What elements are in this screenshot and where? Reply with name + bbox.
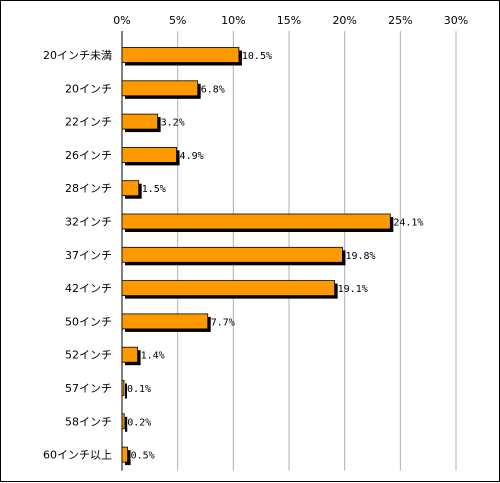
category-label: 58インチ — [65, 415, 112, 428]
data-label: 19.1% — [338, 284, 368, 295]
category-label: 52インチ — [65, 349, 112, 362]
data-label: 19.8% — [345, 251, 375, 262]
bars — [121, 47, 394, 466]
category-label: 20インチ未満 — [43, 49, 112, 62]
data-label: 7.7% — [211, 317, 235, 328]
bar — [121, 213, 391, 230]
x-axis-ticks: 0% 5% 10% 15% 20% 25% 30% — [113, 14, 468, 27]
bar — [121, 413, 125, 430]
data-label: 6.8% — [201, 84, 225, 95]
x-tick-label: 25% — [388, 14, 412, 27]
category-label: 32インチ — [65, 216, 112, 229]
bar — [121, 246, 343, 263]
data-label: 1.4% — [141, 351, 165, 362]
bar — [121, 80, 199, 97]
data-label: 4.9% — [180, 151, 204, 162]
bar — [121, 280, 336, 297]
x-tick-label: 10% — [221, 14, 245, 27]
category-label: 37インチ — [65, 249, 112, 262]
bar-shadow — [125, 383, 127, 399]
category-label: 42インチ — [65, 282, 112, 295]
bar — [121, 313, 209, 330]
bar — [121, 113, 159, 130]
category-label: 26インチ — [65, 149, 112, 162]
data-label: 3.2% — [161, 118, 185, 129]
data-label: 0.1% — [127, 384, 151, 395]
category-labels: 20インチ未満 20インチ 22インチ 26インチ 28インチ 32インチ 37インチ 42イ… — [43, 49, 112, 462]
x-tick-label: 0% — [113, 14, 130, 27]
category-label: 60インチ以上 — [43, 449, 112, 462]
x-tick-label: 30% — [444, 14, 468, 27]
x-tick-label: 20% — [332, 14, 356, 27]
bar-shadow — [125, 416, 128, 432]
x-tick-label: 5% — [169, 14, 186, 27]
bar — [121, 346, 138, 363]
data-label: 10.5% — [242, 51, 272, 62]
data-label: 0.2% — [127, 417, 151, 428]
category-label: 20インチ — [65, 82, 112, 95]
data-labels: 10.5% 6.8% 3.2% 4.9% 1.5% 24.1% 19.8% 19.1% 7.7%… — [127, 51, 423, 462]
bar — [121, 47, 240, 63]
bar — [121, 446, 128, 463]
bar — [121, 146, 177, 163]
data-label: 0.5% — [131, 451, 155, 462]
x-tick-label: 15% — [277, 14, 301, 27]
data-label: 24.1% — [393, 218, 423, 229]
category-label: 57インチ — [65, 382, 112, 395]
bar — [121, 180, 140, 197]
bar — [121, 380, 125, 396]
category-label: 22インチ — [65, 116, 112, 129]
category-label: 50インチ — [65, 315, 112, 328]
category-label: 28インチ — [65, 182, 112, 195]
data-label: 1.5% — [142, 184, 166, 195]
